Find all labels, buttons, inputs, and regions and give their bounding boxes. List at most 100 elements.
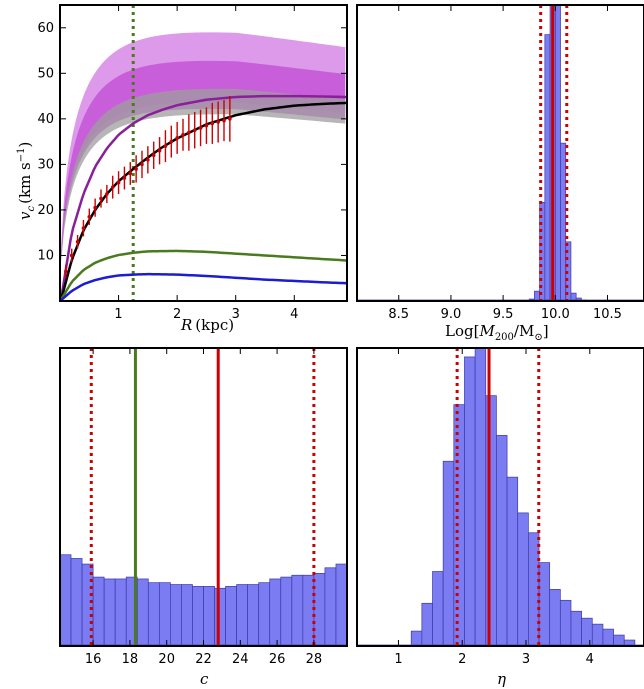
histogram-bar (192, 586, 204, 646)
histogram-bar (410, 630, 423, 646)
histogram-bar (60, 554, 72, 646)
histogram-bar (453, 404, 465, 646)
x-tick-label: 4 (290, 307, 298, 322)
x-tick-label: 28 (306, 652, 323, 667)
x-axis-label: Log[M200/M⊙] (445, 322, 549, 343)
histogram-bar (613, 634, 625, 646)
data-point (198, 126, 203, 130)
histogram-bar (560, 142, 567, 301)
mass-histogram-panel: 8.5 9.0 9.5 10.0 10.5 Log[M200/M⊙] (356, 4, 644, 343)
rotation-curve-frame (59, 4, 348, 302)
data-point (169, 139, 174, 144)
x-tick-label: 24 (232, 652, 249, 667)
data-point (69, 253, 74, 258)
histogram-bar (581, 617, 593, 646)
eta-histogram-bars (357, 348, 644, 646)
histogram-bar (442, 460, 455, 646)
data-point (122, 176, 127, 180)
data-point (181, 132, 185, 137)
mass-histogram-ticks: 8.5 9.0 9.5 10.0 10.5 (388, 5, 622, 322)
histogram-bar (544, 34, 551, 301)
concentration-histogram-bars (60, 542, 402, 646)
histogram-bar (591, 623, 604, 646)
confidence-band-2 (61, 88, 346, 263)
histogram-bar (92, 576, 105, 646)
histogram-bar (549, 589, 561, 646)
histogram-bar (464, 356, 476, 646)
x-tick-label: 16 (85, 652, 102, 667)
data-point (140, 162, 144, 167)
data-point (151, 153, 156, 158)
data-point (187, 130, 191, 135)
histogram-bar (247, 584, 260, 646)
histogram-bar (335, 563, 347, 646)
histogram-bar (575, 297, 582, 301)
data-point (110, 185, 115, 189)
x-tick-label: 10.0 (541, 307, 570, 322)
data-point (134, 167, 138, 171)
x-tick-label: 9.5 (493, 307, 514, 322)
data-points (64, 96, 232, 279)
data-point (210, 121, 215, 126)
histogram-bar (225, 586, 237, 646)
histogram-bar (432, 571, 444, 646)
histogram-bar (559, 599, 572, 646)
concentration-histogram-panel: 16 18 20 22 24 26 28 c (59, 347, 402, 688)
histogram-bar (324, 567, 337, 646)
data-point (75, 240, 80, 244)
y-tick-label: 20 (37, 203, 54, 218)
histogram-bar (103, 578, 116, 646)
histogram-bar (358, 553, 369, 646)
histogram-bar (158, 582, 171, 646)
y-tick-label: 30 (37, 157, 54, 172)
histogram-bar (369, 549, 380, 646)
histogram-bar (136, 578, 149, 646)
concentration-histogram-lines (89, 348, 316, 646)
mass-histogram-lines (539, 5, 569, 301)
histogram-bar (181, 584, 193, 646)
x-tick-label: 2 (458, 652, 466, 667)
data-point (175, 136, 179, 140)
x-tick-label: 8.5 (388, 307, 409, 322)
x-tick-label: 10.5 (593, 307, 622, 322)
concentration-histogram-ticks: 16 18 20 22 24 26 28 (85, 348, 322, 667)
histogram-bar (214, 587, 226, 646)
x-tick-label: 18 (122, 652, 139, 667)
histogram-bar (269, 578, 282, 646)
histogram-bar (554, 5, 561, 301)
x-tick-label: 26 (269, 652, 286, 667)
histogram-bar (280, 576, 293, 646)
histogram-bar (602, 628, 614, 646)
histogram-bar (81, 563, 94, 646)
velocity-curve-2 (60, 249, 347, 301)
concentration-histogram-frame (59, 347, 348, 647)
x-tick-label: 9.0 (441, 307, 462, 322)
histogram-bar (517, 512, 529, 646)
histogram-bar (421, 602, 433, 646)
histogram-bar (258, 582, 271, 646)
histogram-bar (170, 584, 182, 646)
x-tick-label: 3 (232, 307, 240, 322)
histogram-bar (70, 558, 83, 646)
y-axis-label: vc(km s−1) (16, 142, 37, 220)
x-tick-label: 3 (522, 652, 530, 667)
data-point (204, 123, 209, 128)
mass-histogram-frame (356, 4, 644, 302)
histogram-bar (485, 395, 497, 646)
data-point (105, 192, 109, 196)
histogram-bar (114, 578, 127, 646)
eta-histogram-lines (455, 348, 541, 646)
histogram-bar (291, 574, 304, 646)
data-point (87, 214, 92, 219)
histogram-bar (506, 476, 519, 646)
y-tick-label: 40 (37, 112, 54, 127)
data-point (163, 144, 168, 148)
data-point (81, 226, 86, 230)
velocity-curves (60, 94, 347, 301)
histogram-bar (570, 610, 582, 646)
data-point (128, 171, 133, 176)
y-tick-label: 60 (37, 21, 54, 36)
histogram-bar (474, 348, 487, 646)
histogram-bar (391, 542, 402, 646)
